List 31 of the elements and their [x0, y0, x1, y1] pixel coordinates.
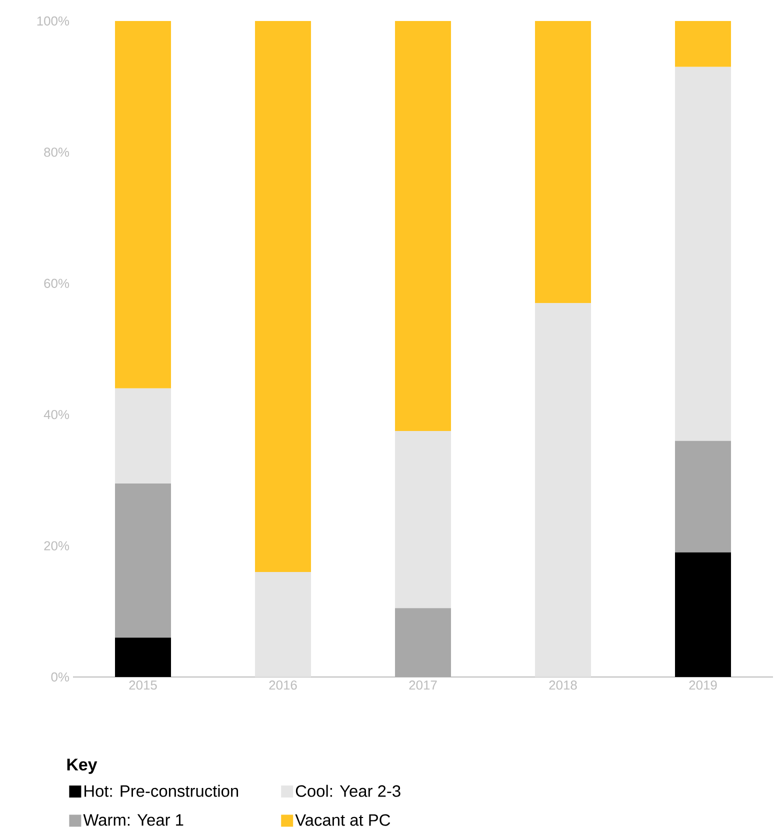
x-tick-label: 2015	[129, 680, 157, 690]
bar	[675, 66, 731, 441]
bar	[395, 430, 451, 608]
bar	[115, 388, 171, 484]
legend-label: Hot: Pre-construction	[84, 784, 238, 797]
bar	[255, 572, 311, 677]
bar	[535, 303, 591, 677]
bar	[675, 20, 731, 67]
y-tick-label: 40%	[44, 410, 70, 420]
y-tick-label: 0%	[51, 672, 70, 682]
y-tick-label: 100%	[37, 16, 70, 26]
y-tick-label: 20%	[44, 541, 70, 550]
bar	[675, 440, 731, 552]
bar	[115, 483, 171, 638]
bar	[675, 552, 731, 677]
legend-label: Cool: Year 2-3	[296, 784, 400, 797]
x-tick-label: 2019	[689, 680, 717, 690]
bar	[535, 20, 591, 304]
x-tick-label: 2017	[409, 680, 437, 690]
x-tick-label: 2018	[549, 680, 577, 690]
bar	[395, 20, 451, 431]
legend-label: Vacant at PC	[295, 814, 390, 826]
bar	[115, 20, 171, 388]
legend-label: Warm: Year 1	[83, 814, 184, 826]
bar	[255, 20, 311, 572]
y-tick-label: 80%	[44, 148, 70, 157]
bar	[395, 608, 451, 677]
legend-title: Key	[67, 758, 98, 774]
bar	[115, 638, 171, 677]
x-tick-label: 2016	[269, 680, 297, 690]
y-tick-label: 60%	[44, 278, 70, 288]
